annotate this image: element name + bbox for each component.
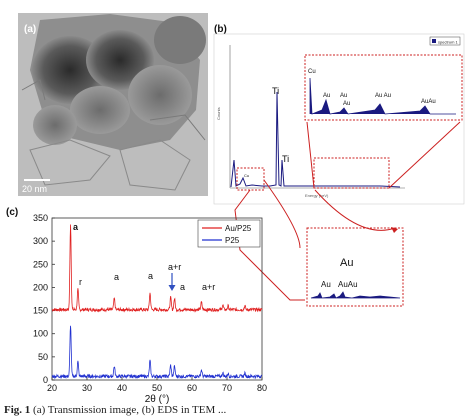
eds-legend-box: [429, 36, 461, 46]
xrd-y-tick-label: 200: [33, 282, 48, 292]
xrd-x-tick-label: 50: [152, 383, 162, 393]
callout-arrowhead: [391, 227, 398, 233]
xrd-annotation-r-1: r: [79, 277, 82, 287]
figure-caption: Fig. 1 (a) Transmission image, (b) EDS i…: [4, 404, 470, 419]
caption-text: (a) Transmission image, (b) EDS in TEM .…: [33, 404, 227, 416]
inset-cu-label-cu: Cu: [308, 69, 316, 75]
callout-arrow-to-cu-inset-left: [306, 121, 315, 189]
eds-peak-ti-main: Ti: [272, 86, 279, 96]
callout-arrow-to-au-inset-right: [314, 189, 396, 231]
inset-cu-label-auau: AuAu: [421, 99, 436, 105]
panel-b-label: (b): [214, 24, 227, 35]
xrd-xlabel: 2θ (°): [145, 394, 170, 405]
xrd-annotation-a-1: a: [73, 222, 79, 232]
xrd-legend-label-au-p25: Au/P25: [225, 224, 252, 233]
inset-au-label-au: Au: [321, 280, 331, 289]
inset-cu-label-au-3: Au: [343, 101, 350, 107]
inset-au-label-au-large: Au: [340, 257, 353, 269]
xrd-annotation-a-plus-r-1: a+r: [168, 262, 181, 272]
xrd-plot: 0 50 100 150 200 250 300 350 20 30 40 50 60 70 80: [33, 213, 267, 393]
inset-cu-label-au-pair: Au Au: [375, 93, 391, 99]
inset-au-label-auau: AuAu: [338, 280, 358, 289]
eds-ylabel: Counts: [216, 107, 221, 120]
tem-image: [18, 13, 208, 196]
eds-peak-ti-second: Ti: [282, 154, 289, 164]
xrd-x-tick-label: 20: [47, 383, 57, 393]
inset-cu-label-au-2: Au: [340, 93, 347, 99]
callout-arrow-left: [234, 189, 305, 301]
eds-spectrum-line: [230, 91, 401, 188]
scale-bar-label: 20 nm: [22, 184, 47, 194]
xrd-y-tick-label: 50: [38, 352, 48, 362]
xrd-annotation-a-4: a: [180, 282, 185, 292]
callout-arrow-to-cu-inset: [388, 121, 461, 189]
callout-arrows: [234, 121, 461, 301]
xrd-y-tick-label: 350: [33, 213, 48, 223]
eds-legend-swatch: [432, 39, 436, 43]
xrd-y-tick-label: 250: [33, 259, 48, 269]
xrd-y-tick-label: 100: [33, 329, 48, 339]
panel-b: (b) spectrum 1 Counts Energy (keV) Ti Ti…: [213, 24, 465, 307]
inset-au-spectrum: [310, 291, 401, 299]
xrd-series-line-p25: [51, 325, 263, 380]
inset-cu-label-au-1: Au: [323, 93, 330, 99]
panel-a-label: (a): [24, 24, 36, 35]
eds-xlabel: Energy (keV): [305, 193, 329, 198]
xrd-au-arrowhead: [168, 285, 176, 291]
caption-fig-number: Fig. 1: [4, 404, 31, 416]
xrd-legend: [197, 219, 261, 248]
xrd-y-tick-label: 150: [33, 306, 48, 316]
panel-a: (a) 20 nm: [18, 13, 208, 196]
xrd-x-tick-label: 80: [257, 383, 267, 393]
xrd-series-line-au-p25: [51, 224, 263, 313]
xrd-x-tick-label: 30: [82, 383, 92, 393]
xrd-y-tick-label: 300: [33, 236, 48, 246]
xrd-annotation-a-3: a: [148, 271, 153, 281]
xrd-annotation-a-2: a: [114, 272, 119, 282]
xrd-x-tick-label: 40: [117, 383, 127, 393]
xrd-y-tick-label: 0: [43, 375, 48, 385]
inset-cu-spectrum: [309, 77, 456, 115]
eds-legend-label: spectrum 1: [438, 40, 459, 45]
eds-peak-cu-small: Cu: [244, 173, 249, 178]
inset-cu: [304, 54, 463, 121]
xrd-x-tick-label: 70: [222, 383, 232, 393]
panel-c-label: (c): [6, 207, 18, 218]
xrd-annotation-a-plus-r-2: a+r: [202, 282, 215, 292]
inset-au: [306, 227, 404, 307]
callout-arrow-to-au-inset: [263, 179, 301, 249]
xrd-legend-label-p25: P25: [225, 236, 240, 245]
xrd-x-tick-label: 60: [187, 383, 197, 393]
